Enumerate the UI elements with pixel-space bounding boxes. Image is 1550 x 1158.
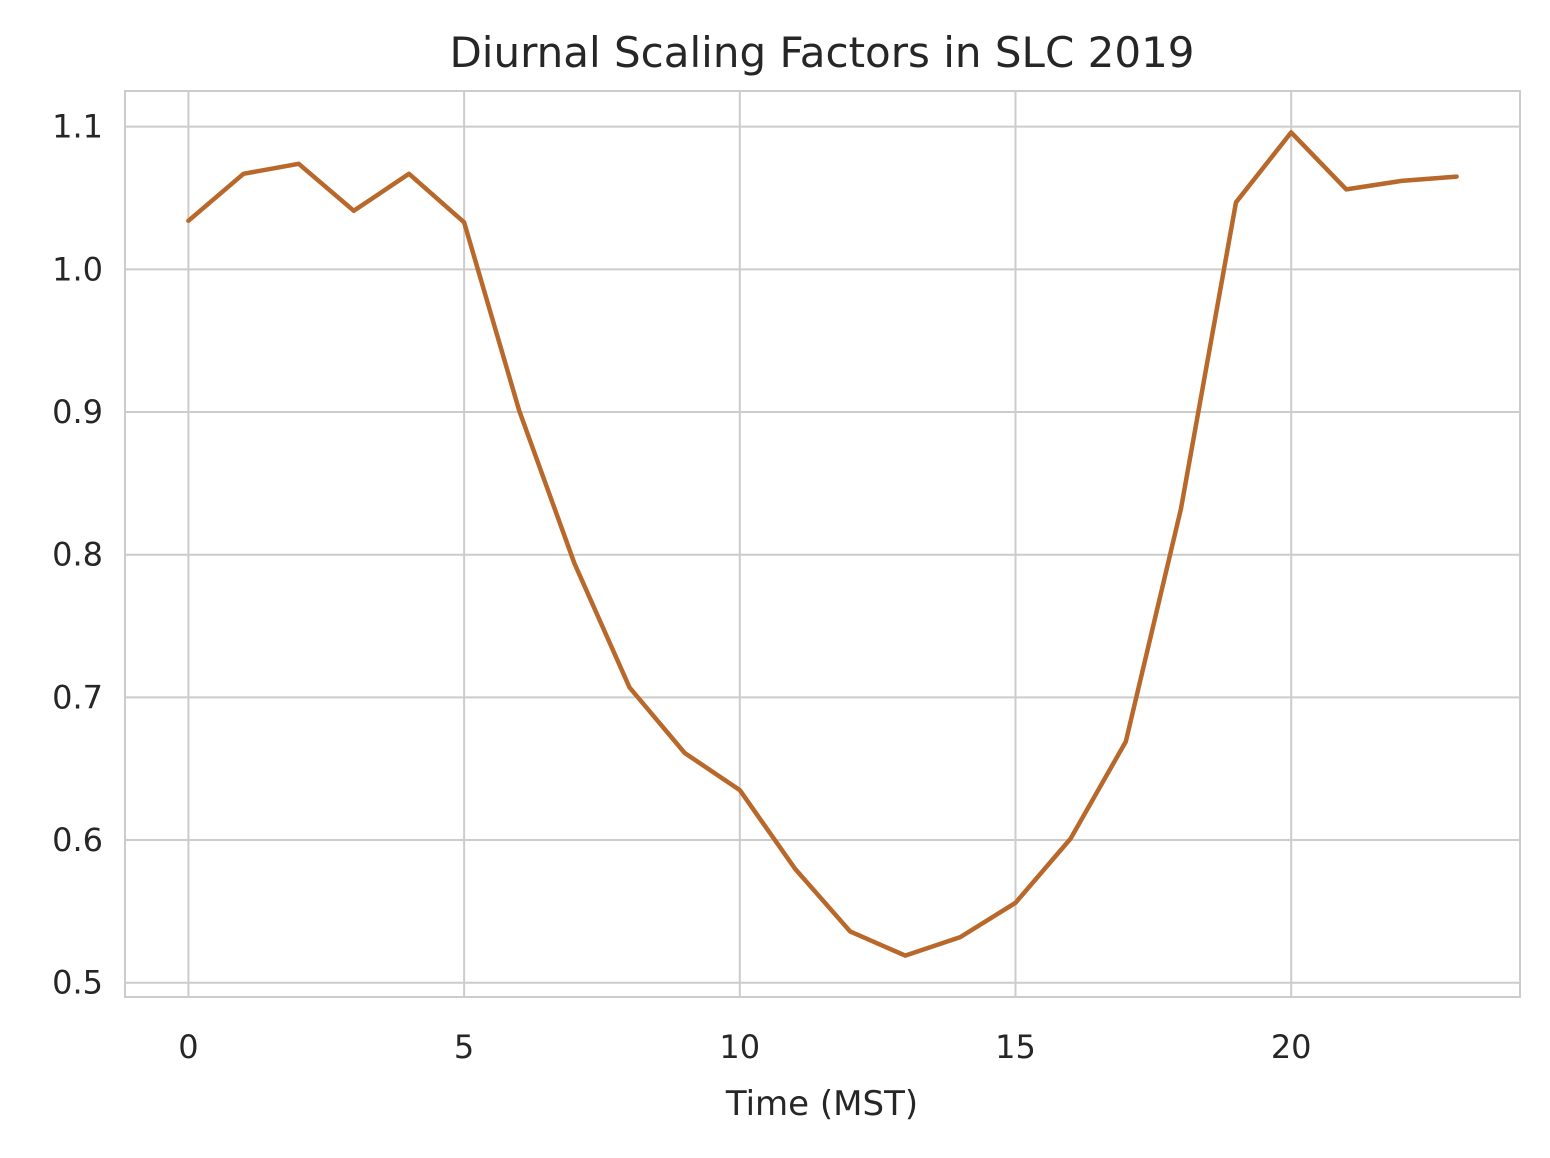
x-axis-label: Time (MST) [725,1084,918,1124]
plot-area-frame [124,90,1521,998]
x-tick-label: 5 [454,1028,474,1066]
grid [125,91,1520,997]
y-tick-label: 1.0 [52,250,103,288]
y-tick-label: 0.7 [52,678,103,716]
chart-title: Diurnal Scaling Factors in SLC 2019 [449,28,1194,77]
y-tick-label: 0.9 [52,393,103,431]
x-tick-label: 0 [178,1028,198,1066]
x-tick-label: 20 [1271,1028,1312,1066]
y-tick-label: 0.5 [52,964,103,1002]
y-tick-label: 0.8 [52,536,103,574]
y-tick-label: 0.6 [52,821,103,859]
series-layer [186,130,1459,958]
x-tick-label: 10 [719,1028,760,1066]
y-tick-label: 1.1 [52,108,103,146]
series-line [186,130,1459,958]
tick-labels: 0 5 10 15 20 0.5 0.6 0.7 0.8 0.9 1.0 1.1 [52,108,1311,1066]
x-tick-label: 15 [995,1028,1036,1066]
